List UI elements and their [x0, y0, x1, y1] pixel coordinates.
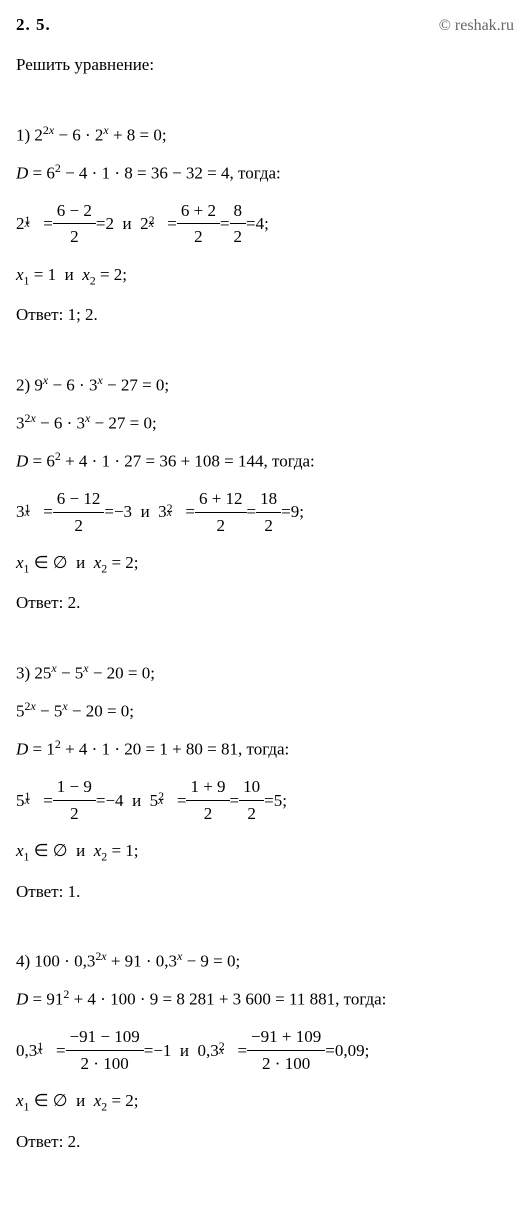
equation-line: 4) 100 · 0,32x + 91 · 0,3x − 9 = 0;: [16, 948, 514, 974]
answer-line: Ответ: 1.: [16, 879, 514, 905]
roots-line: 5x1 = 1 − 92 = −4 и 5x2 = 1 + 92 = 102 =…: [16, 774, 514, 826]
discriminant-line: D = 912 + 4 · 100 · 9 = 8 281 + 3 600 = …: [16, 986, 514, 1012]
subproblem-4: 4) 100 · 0,32x + 91 · 0,3x − 9 = 0; D = …: [16, 948, 514, 1154]
subproblem-3: 3) 25x − 5x − 20 = 0; 52x − 5x − 20 = 0;…: [16, 660, 514, 904]
answer-line: Ответ: 2.: [16, 1129, 514, 1155]
task-title: Решить уравнение:: [16, 52, 514, 78]
equation-line: 2) 9x − 6 · 3x − 27 = 0;: [16, 372, 514, 398]
discriminant-line: D = 62 − 4 · 1 · 8 = 36 − 32 = 4, тогда:: [16, 160, 514, 186]
problem-number: 2. 5.: [16, 12, 51, 38]
x-values-line: x1 ∈ ∅ и x2 = 2;: [16, 1088, 514, 1116]
answer-line: Ответ: 1; 2.: [16, 302, 514, 328]
equation-line: 1) 22x − 6 · 2x + 8 = 0;: [16, 122, 514, 148]
rewrite-line: 32x − 6 · 3x − 27 = 0;: [16, 410, 514, 436]
roots-line: 2x1 = 6 − 22 = 2 и 2x2 = 6 + 22 = 82 = 4…: [16, 198, 514, 250]
rewrite-line: 52x − 5x − 20 = 0;: [16, 698, 514, 724]
header-row: 2. 5. © reshak.ru: [16, 12, 514, 38]
roots-line: 0,3x1 = −91 − 1092 · 100 = −1 и 0,3x2 = …: [16, 1024, 514, 1076]
answer-line: Ответ: 2.: [16, 590, 514, 616]
subproblem-2: 2) 9x − 6 · 3x − 27 = 0; 32x − 6 · 3x − …: [16, 372, 514, 616]
copyright: © reshak.ru: [439, 14, 514, 38]
x-values-line: x1 ∈ ∅ и x2 = 2;: [16, 550, 514, 578]
roots-line: 3x1 = 6 − 122 = −3 и 3x2 = 6 + 122 = 182…: [16, 486, 514, 538]
discriminant-line: D = 62 + 4 · 1 · 27 = 36 + 108 = 144, то…: [16, 448, 514, 474]
x-values-line: x1 ∈ ∅ и x2 = 1;: [16, 838, 514, 866]
x-values-line: x1 = 1 и x2 = 2;: [16, 262, 514, 290]
equation-line: 3) 25x − 5x − 20 = 0;: [16, 660, 514, 686]
subproblem-1: 1) 22x − 6 · 2x + 8 = 0; D = 62 − 4 · 1 …: [16, 122, 514, 328]
discriminant-line: D = 12 + 4 · 1 · 20 = 1 + 80 = 81, тогда…: [16, 736, 514, 762]
